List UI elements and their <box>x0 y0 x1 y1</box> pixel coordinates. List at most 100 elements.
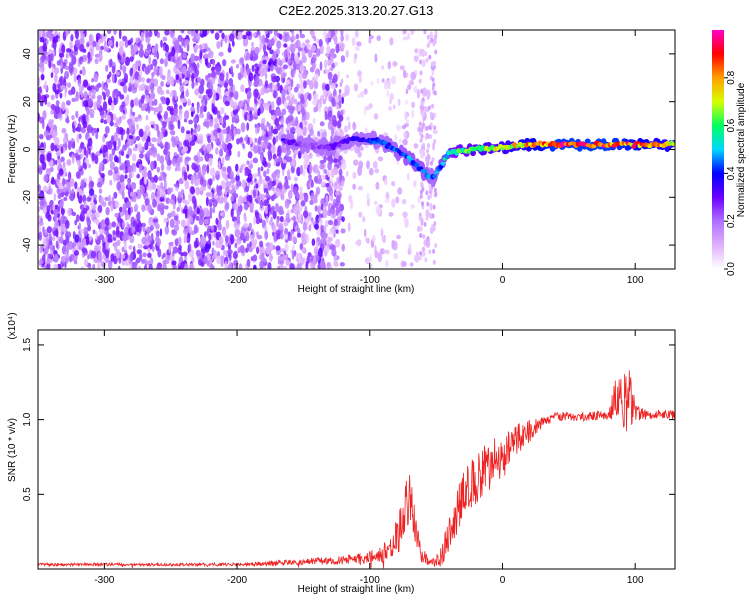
spectrogram-noise-mark <box>208 239 211 245</box>
spectrogram-noise-mark <box>129 83 132 92</box>
spectrogram-noise-mark <box>54 220 59 229</box>
spectrogram-noise-mark <box>375 205 381 216</box>
spectrogram-noise-mark <box>160 141 163 149</box>
spectrogram-noise-mark <box>424 134 428 140</box>
spectrogram-noise-mark <box>215 147 219 155</box>
spectrogram-noise-mark <box>87 224 91 232</box>
spectrogram-noise-mark <box>132 220 138 228</box>
spectrogram-noise-mark <box>144 85 149 90</box>
snr-ytick-label: 1.0 <box>22 412 33 426</box>
spectrogram-noise-mark <box>309 164 313 174</box>
spectrogram-noise-mark <box>348 194 353 203</box>
spectrogram-noise-mark <box>166 106 172 111</box>
spectrogram-noise-mark <box>240 84 245 93</box>
spectrogram-noise-mark <box>195 33 200 43</box>
spectrogram-noise-mark <box>173 183 180 188</box>
spectrogram-noise-mark <box>102 201 107 208</box>
snr-ytick-label: 0.5 <box>22 487 33 501</box>
spectrogram-noise-mark <box>431 224 435 229</box>
spectrogram-noise-mark <box>61 101 66 112</box>
spectrogram-noise-mark <box>177 166 181 172</box>
spectrogram-noise-mark <box>295 116 299 127</box>
spectrogram-noise-mark <box>194 175 197 181</box>
spectrogram-noise-mark <box>426 236 430 242</box>
spectrogram-noise-mark <box>246 243 250 252</box>
spectrogram-noise-mark <box>164 141 169 152</box>
snr-xtick-label: -200 <box>227 575 247 586</box>
spectrogram-noise-mark <box>419 251 423 256</box>
spectrogram-noise-mark <box>149 257 154 266</box>
spectrogram-noise-mark <box>369 254 373 264</box>
spectrogram-noise-mark <box>253 96 257 105</box>
spectrogram-noise-mark <box>113 30 117 35</box>
spectrogram-noise-mark <box>169 30 174 38</box>
spectrogram-noise-mark <box>275 202 279 213</box>
spectrogram-noise-mark <box>262 59 267 65</box>
spectrogram-noise-mark <box>172 202 176 210</box>
spectrogram-noise-mark <box>79 70 83 75</box>
spectrogram-noise-mark <box>100 220 106 230</box>
spectrogram-noise-mark <box>199 105 204 116</box>
spectrogram-noise-mark <box>380 228 384 238</box>
spectrogram-noise-mark <box>230 234 235 245</box>
spectrogram-noise-mark <box>428 40 432 46</box>
spectrogram-noise-mark <box>315 48 321 57</box>
spectrogram-noise-mark <box>160 39 163 48</box>
spectrogram-noise-mark <box>152 218 159 223</box>
spectrogram-noise-mark <box>330 168 335 178</box>
spectrogram-noise-mark <box>208 119 214 127</box>
spectrogram-noise-mark <box>68 63 74 74</box>
spectrogram-noise-mark <box>127 207 131 216</box>
spectrogram-noise-mark <box>159 197 165 202</box>
colorbar-tick-label: 0.2 <box>726 214 737 228</box>
spectrogram-noise-mark <box>279 256 285 262</box>
spectrogram-noise-mark <box>156 237 162 247</box>
spectrogram-noise-mark <box>89 180 95 187</box>
spectrogram-noise-mark <box>328 79 332 86</box>
spectrogram-noise-mark <box>216 41 221 49</box>
spectrogram-noise-mark <box>138 75 142 83</box>
spectrogram-noise-mark <box>159 89 165 96</box>
spectrogram-noise-mark <box>341 162 347 170</box>
spectrogram-noise-mark <box>357 70 362 78</box>
spectrogram-noise-mark <box>297 211 302 221</box>
spectrogram-noise-mark <box>275 245 281 251</box>
spectrogram-noise-mark <box>152 47 155 54</box>
spectrogram-noise-mark <box>143 177 148 185</box>
spectrogram-noise-mark <box>374 168 380 174</box>
spectrogram-noise-mark <box>172 161 176 167</box>
spectrogram-noise-mark <box>193 199 197 209</box>
spectrogram-noise-mark <box>417 126 422 133</box>
spectrogram-noise-mark <box>130 182 137 190</box>
spectrogram-noise-mark <box>139 160 143 165</box>
spectrogram-noise-mark <box>339 262 345 267</box>
spectrogram-noise-mark <box>90 250 97 259</box>
spectrogram-noise-mark <box>391 181 396 187</box>
spectrogram-noise-mark <box>307 93 311 100</box>
spectrogram-noise-mark <box>88 147 91 155</box>
spectrogram-noise-mark <box>91 78 95 83</box>
spectrogram-noise-mark <box>363 228 367 238</box>
spectrogram-noise-mark <box>100 118 104 124</box>
spectrogram-noise-mark <box>82 115 86 124</box>
spectrogram-noise-mark <box>427 105 431 111</box>
spectrogram-noise-mark <box>282 159 287 164</box>
spectrogram-noise-mark <box>139 184 144 191</box>
spectrogram-noise-mark <box>248 72 254 82</box>
spectrogram-noise-mark <box>250 50 256 56</box>
spectrogram-noise-mark <box>228 149 232 156</box>
spectrogram-noise-mark <box>263 125 268 131</box>
spectrogram-noise-mark <box>353 159 359 166</box>
spectrogram-noise-mark <box>420 251 426 257</box>
spectrogram-noise-mark <box>311 238 316 246</box>
spectrogram-noise-mark <box>199 156 204 162</box>
spectrogram-noise-mark <box>337 183 341 191</box>
spectrogram-noise-mark <box>159 58 165 65</box>
spectrogram-noise-mark <box>124 174 128 179</box>
spectrogram-noise-mark <box>429 134 433 140</box>
spectrogram-noise-mark <box>272 128 278 135</box>
spectrogram-noise-mark <box>134 116 139 123</box>
spectrogram-noise-mark <box>319 163 325 170</box>
spectrogram-noise-mark <box>42 43 48 52</box>
spectrogram-noise-mark <box>103 47 110 52</box>
